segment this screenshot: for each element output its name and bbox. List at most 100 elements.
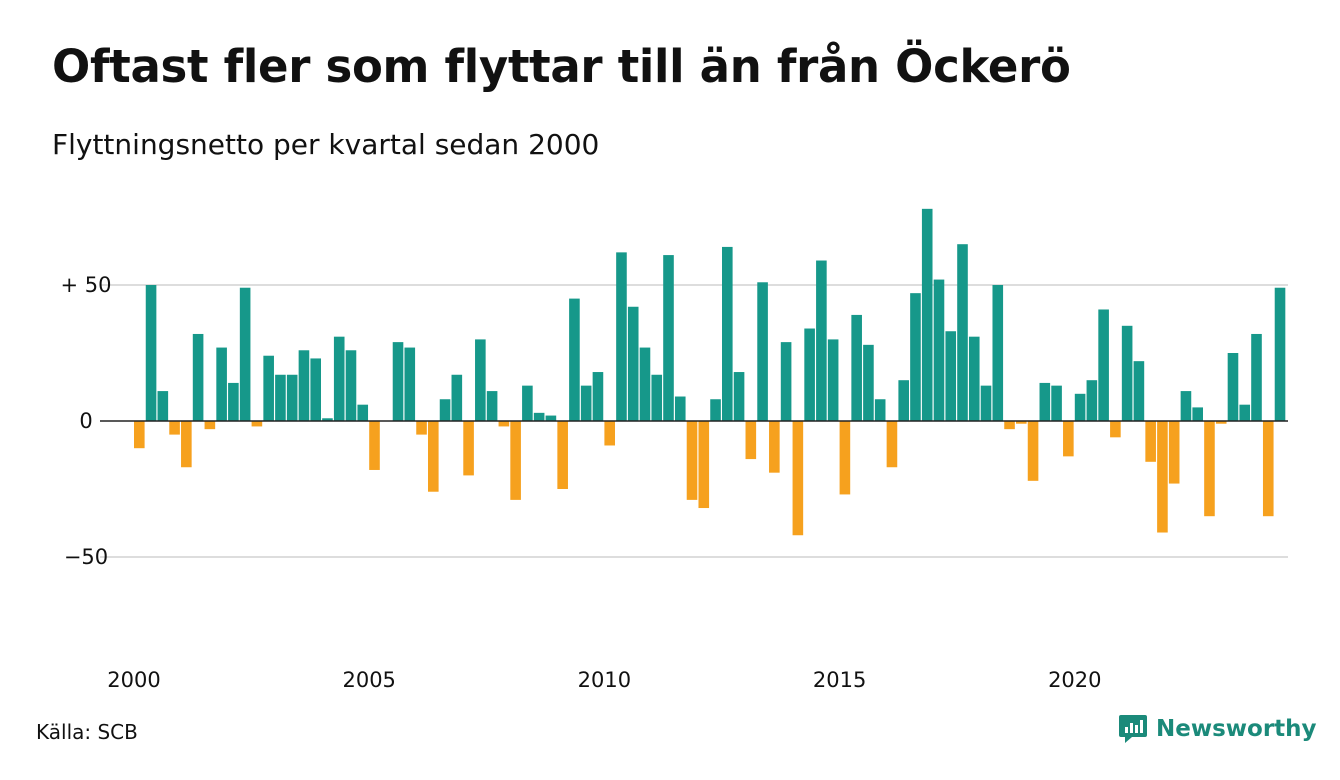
bar (627, 306, 639, 421)
bar (674, 396, 686, 421)
bar (1180, 391, 1192, 421)
bar (1110, 421, 1121, 438)
bar (851, 314, 862, 421)
bar (286, 374, 298, 421)
bar (1262, 421, 1274, 517)
bar (569, 298, 580, 421)
bar (886, 421, 898, 468)
bar (275, 374, 286, 421)
source-label: Källa: SCB (36, 720, 138, 744)
bar (722, 246, 733, 421)
bar (345, 350, 357, 421)
brand-name: Newsworthy (1156, 716, 1317, 742)
bar (698, 421, 710, 509)
bar (228, 382, 239, 421)
bar (557, 421, 568, 489)
bar (451, 374, 463, 421)
bar (863, 344, 874, 421)
y-axis-ticks: + 50 0 −50 (61, 273, 112, 569)
x-tick-label: 2015 (813, 668, 866, 692)
bar (333, 336, 345, 421)
x-tick-label: 2010 (578, 668, 631, 692)
bar (404, 347, 416, 421)
bar (475, 339, 486, 421)
bar (510, 421, 521, 500)
bar (1086, 380, 1098, 421)
bar (192, 333, 204, 421)
bar (533, 412, 545, 421)
bars (134, 208, 1286, 536)
bar (686, 421, 698, 500)
bar (1192, 407, 1203, 421)
x-axis-ticks: 2000 2005 2010 2015 2020 (107, 668, 1101, 692)
bar (310, 358, 321, 421)
bar (263, 355, 274, 421)
bar (580, 385, 592, 421)
bar (1039, 382, 1051, 421)
bar (1204, 421, 1215, 517)
bar (486, 391, 498, 421)
bar (745, 421, 757, 460)
bar (592, 372, 604, 421)
bar (134, 421, 145, 449)
bar (322, 418, 333, 421)
bar (1215, 421, 1227, 424)
chart-subtitle: Flyttningsnetto per kvartal sedan 2000 (52, 128, 600, 161)
bar (1098, 309, 1109, 421)
bar (157, 391, 169, 421)
bar (1274, 287, 1286, 421)
bar (651, 374, 663, 421)
gridlines (100, 284, 1288, 558)
bar (204, 421, 216, 430)
bar (1051, 385, 1062, 421)
x-tick-label: 2020 (1048, 668, 1101, 692)
newsworthy-logo: Newsworthy (1118, 713, 1317, 745)
bar (980, 385, 992, 421)
bar (1121, 325, 1133, 421)
bar (392, 342, 404, 421)
y-tick-label: + 50 (61, 273, 112, 297)
bar (545, 415, 557, 421)
bar (428, 421, 439, 492)
bar (239, 287, 251, 421)
bar (992, 285, 1004, 421)
bar (957, 244, 968, 421)
bar (1145, 421, 1156, 462)
bar (933, 279, 945, 421)
newsworthy-logo-icon (1119, 715, 1147, 743)
bar (780, 342, 792, 421)
bar (769, 421, 780, 473)
bar (874, 399, 886, 421)
bar (357, 404, 369, 421)
bar (1239, 404, 1251, 421)
y-tick-label: −50 (64, 545, 108, 569)
bar (522, 385, 533, 421)
bar (898, 380, 909, 421)
bar (639, 347, 651, 421)
bar (169, 421, 180, 435)
bar (616, 252, 627, 421)
bar (757, 282, 768, 421)
bar (1016, 421, 1027, 424)
bar (1004, 421, 1015, 430)
bar (1027, 421, 1039, 481)
bar (792, 421, 804, 536)
bar (1063, 421, 1074, 457)
bar (1168, 421, 1180, 484)
bar (604, 421, 615, 446)
bar-chart: + 50 0 −50 2000 2005 2010 2015 2020 (61, 208, 1288, 692)
y-tick-label: 0 (79, 409, 92, 433)
bar (910, 293, 921, 421)
bar (216, 347, 227, 421)
chart-title: Oftast fler som flyttar till än från Öck… (52, 40, 1071, 93)
bar (181, 421, 192, 468)
bar (1133, 361, 1145, 421)
bar (1227, 353, 1239, 421)
bar (439, 399, 451, 421)
bar (816, 260, 827, 421)
bar (145, 285, 157, 421)
x-tick-label: 2005 (342, 668, 395, 692)
bar (804, 328, 815, 421)
bar (827, 339, 839, 421)
bar (945, 331, 957, 421)
